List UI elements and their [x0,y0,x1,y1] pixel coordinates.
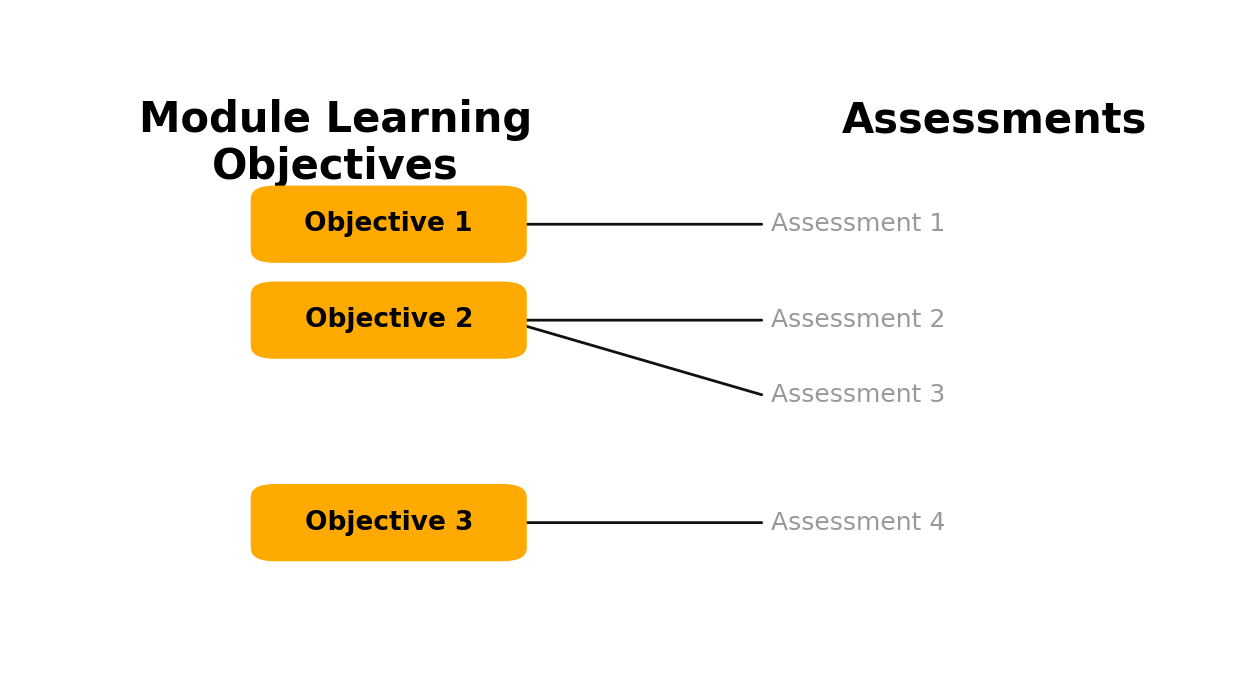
FancyBboxPatch shape [251,282,526,358]
Text: Assessments: Assessments [841,99,1148,141]
Text: Assessment 2: Assessment 2 [771,308,946,332]
Text: Objective 1: Objective 1 [305,211,472,237]
Text: Assessment 1: Assessment 1 [771,212,946,236]
FancyBboxPatch shape [251,185,526,263]
Text: Module Learning
Objectives: Module Learning Objectives [139,99,532,188]
Text: Assessment 4: Assessment 4 [771,511,946,535]
Text: Assessment 3: Assessment 3 [771,383,946,407]
Text: Objective 2: Objective 2 [305,307,472,333]
Text: Objective 3: Objective 3 [305,509,472,536]
FancyBboxPatch shape [251,484,526,561]
